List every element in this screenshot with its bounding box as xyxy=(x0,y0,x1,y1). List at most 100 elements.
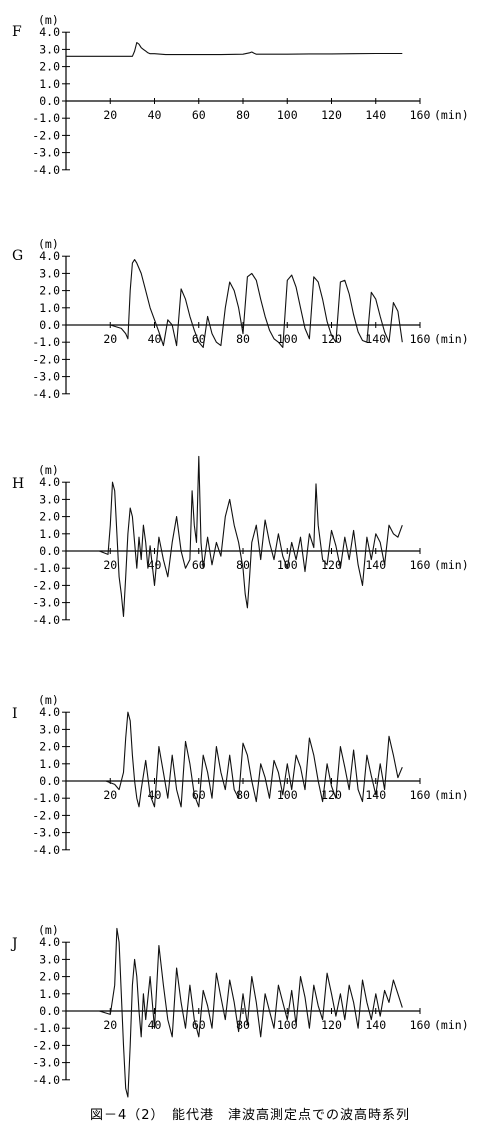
x-tick-label: 100 xyxy=(277,332,298,346)
x-tick-label: 60 xyxy=(192,108,206,122)
station-label: H xyxy=(12,476,25,492)
x-tick-label: 40 xyxy=(148,332,162,346)
x-tick-label: 140 xyxy=(365,332,386,346)
chart-svg: 4.03.02.01.00.0-1.0-2.0-3.0-4.0(m)20 40 60… xyxy=(32,237,469,401)
y-tick-label: 0.0 xyxy=(39,774,60,788)
y-tick-label: 4.0 xyxy=(39,705,60,719)
chart-svg: 4.03.02.01.00.0-1.0-2.0-3.0-4.0(m)20 40 60… xyxy=(32,13,468,177)
station-label: G xyxy=(12,248,24,264)
y-tick-label: -4.0 xyxy=(32,163,60,177)
series-line xyxy=(66,259,403,348)
y-tick-label: 4.0 xyxy=(39,249,60,263)
y-tick-label: 0.0 xyxy=(39,94,60,108)
series-line xyxy=(66,927,403,1098)
x-tick-label: 20 xyxy=(103,108,117,122)
chart-svg: 4.03.02.01.00.0-1.0-2.0-3.0-4.0(m)20 40 60… xyxy=(32,923,469,1098)
y-tick-label: 0.0 xyxy=(39,1004,60,1018)
y-axis-label: (m) xyxy=(38,693,59,707)
series-line xyxy=(66,455,403,617)
y-tick-label: -2.0 xyxy=(32,808,60,822)
y-tick-label: -3.0 xyxy=(32,826,60,840)
x-tick-label: 20 xyxy=(103,788,117,802)
y-tick-label: 0.0 xyxy=(39,544,60,558)
x-tick-label: 60 xyxy=(192,332,206,346)
y-tick-label: 0.0 xyxy=(39,318,60,332)
y-tick-label: -4.0 xyxy=(32,843,60,857)
x-tick-label: 140 xyxy=(365,108,386,122)
y-tick-label: 4.0 xyxy=(39,935,60,949)
y-tick-label: -1.0 xyxy=(32,561,60,575)
x-axis-label: (min) xyxy=(434,1018,469,1032)
series-line xyxy=(66,41,403,57)
y-tick-label: 3.0 xyxy=(39,722,60,736)
x-tick-label: 80 xyxy=(236,108,250,122)
y-tick-label: 1.0 xyxy=(39,527,60,541)
x-tick-label: 100 xyxy=(277,1018,298,1032)
x-tick-label: 80 xyxy=(236,558,250,572)
x-tick-label: 100 xyxy=(277,788,298,802)
series-line xyxy=(66,711,403,808)
y-tick-label: 2.0 xyxy=(39,970,60,984)
y-axis-label: (m) xyxy=(38,13,59,27)
chart-panel-i: I 4.0 3.0 2.0 1.0 0.0 -1.0 -2.0 -3.0 -4.0 (m) 20 40… xyxy=(0,688,500,878)
x-tick-label: 20 xyxy=(103,332,117,346)
x-tick-label: 140 xyxy=(365,558,386,572)
x-tick-label: 120 xyxy=(321,558,342,572)
x-tick-label: 160 xyxy=(410,332,431,346)
x-tick-label: 100 xyxy=(277,108,298,122)
y-tick-label: -4.0 xyxy=(32,1073,60,1087)
y-tick-label: 3.0 xyxy=(39,266,60,280)
y-tick-label: 2.0 xyxy=(39,740,60,754)
station-label: F xyxy=(12,24,22,40)
y-tick-label: -3.0 xyxy=(32,370,60,384)
x-axis-label: (min) xyxy=(434,558,469,572)
y-tick-label: -1.0 xyxy=(32,791,60,805)
x-axis-label: (min) xyxy=(434,332,469,346)
x-tick-label: 40 xyxy=(148,558,162,572)
station-label: J xyxy=(12,936,18,952)
x-tick-label: 120 xyxy=(321,108,342,122)
y-tick-label: -1.0 xyxy=(32,111,60,125)
chart-svg: 4.03.02.01.00.0-1.0-2.0-3.0-4.0(m)20 40 60… xyxy=(32,693,468,857)
x-tick-label: 80 xyxy=(236,788,250,802)
x-tick-label: 20 xyxy=(103,1018,117,1032)
y-tick-label: 2.0 xyxy=(39,60,60,74)
y-tick-label: 1.0 xyxy=(39,757,60,771)
y-tick-label: -2.0 xyxy=(32,128,60,142)
chart-panel-g: G 4.0 3.0 2.0 1.0 0.0 -1.0 -2.0 -3.0 -4.0 (m) 20 40… xyxy=(0,232,500,422)
x-tick-label: 20 xyxy=(103,558,117,572)
y-tick-label: -3.0 xyxy=(32,1056,60,1070)
chart-panel-f: F 4.0 3.0 2.0 1.0 0.0 -1.0 -2.0 -3.0 -4.0 (m) 20 40… xyxy=(0,8,500,198)
y-tick-label: -3.0 xyxy=(32,146,60,160)
x-tick-label: 160 xyxy=(410,558,431,572)
chart-panel-h: H 4.0 3.0 2.0 1.0 0.0 -1.0 -2.0 -3.0 -4.0 (m) 20 40… xyxy=(0,455,500,648)
chart-svg: 4.03.02.01.00.0-1.0-2.0-3.0-4.0(m)20 40 60… xyxy=(32,455,469,627)
y-tick-label: 4.0 xyxy=(39,475,60,489)
chart-panel-j: J 4.0 3.0 2.0 1.0 0.0 -1.0 -2.0 -3.0 -4.0 (m) 20 40… xyxy=(0,918,500,1108)
y-axis-label: (m) xyxy=(38,463,59,477)
y-tick-label: 2.0 xyxy=(39,510,60,524)
y-tick-label: 3.0 xyxy=(39,42,60,56)
x-tick-label: 140 xyxy=(365,1018,386,1032)
y-tick-label: -2.0 xyxy=(32,1038,60,1052)
x-tick-label: 160 xyxy=(410,108,431,122)
y-tick-label: -1.0 xyxy=(32,1021,60,1035)
y-tick-label: -2.0 xyxy=(32,352,60,366)
x-tick-label: 100 xyxy=(277,558,298,572)
station-label: I xyxy=(12,706,18,722)
y-tick-label: -2.0 xyxy=(32,578,60,592)
y-tick-label: 2.0 xyxy=(39,284,60,298)
y-tick-label: 1.0 xyxy=(39,987,60,1001)
y-tick-label: 3.0 xyxy=(39,492,60,506)
y-axis-label: (m) xyxy=(38,923,59,937)
x-tick-label: 120 xyxy=(321,1018,342,1032)
figure-caption: 図－4（2） 能代港 津波高測定点での波高時系列 xyxy=(89,1108,411,1123)
y-tick-label: 1.0 xyxy=(39,301,60,315)
y-tick-label: 3.0 xyxy=(39,952,60,966)
x-tick-label: 160 xyxy=(410,1018,431,1032)
y-tick-label: 4.0 xyxy=(39,25,60,39)
x-tick-label: 80 xyxy=(236,332,250,346)
y-tick-label: -4.0 xyxy=(32,387,60,401)
x-tick-label: 160 xyxy=(410,788,431,802)
x-tick-label: 40 xyxy=(148,108,162,122)
